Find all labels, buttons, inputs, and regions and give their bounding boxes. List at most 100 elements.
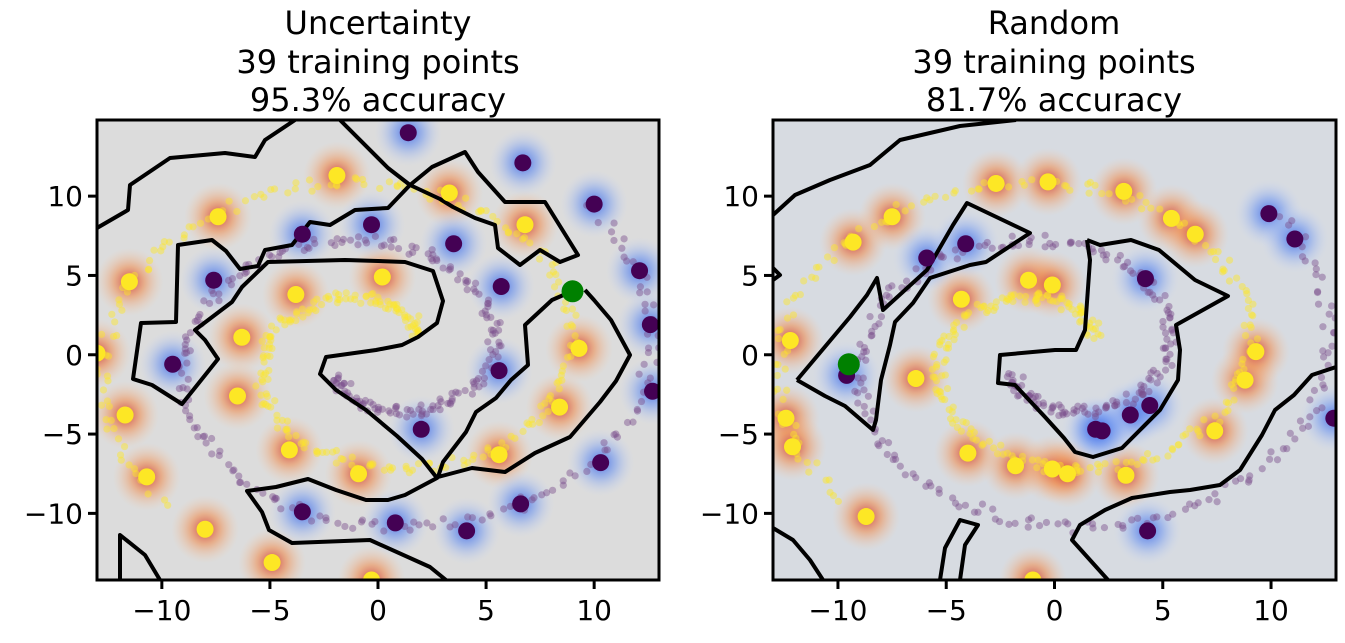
pool-point <box>790 430 798 439</box>
pool-point <box>1049 402 1057 410</box>
pool-point <box>1119 524 1127 532</box>
pool-point <box>332 446 341 455</box>
pool-point <box>332 289 340 297</box>
training-point-yellow <box>551 398 569 416</box>
pool-point <box>371 232 379 240</box>
pool-point <box>1320 353 1328 361</box>
pool-point <box>98 401 106 409</box>
pool-point <box>1003 295 1011 303</box>
pool-point <box>992 298 1000 306</box>
pool-point <box>454 389 462 397</box>
pool-point <box>233 207 241 216</box>
pool-point <box>1035 521 1044 530</box>
pool-point <box>1046 296 1054 304</box>
pool-point <box>1122 390 1130 398</box>
pool-point <box>538 491 546 499</box>
pool-point <box>932 386 940 394</box>
pool-point <box>333 235 341 243</box>
pool-point <box>944 340 953 348</box>
pool-point <box>963 311 971 319</box>
pool-point <box>1129 269 1137 277</box>
pool-point <box>319 448 327 457</box>
pool-point <box>539 412 547 420</box>
pool-point <box>1153 369 1161 378</box>
pool-point <box>460 461 468 469</box>
pool-point <box>1098 189 1106 198</box>
training-point-purple <box>293 503 311 521</box>
training-point-yellow <box>120 273 138 291</box>
y-tick-label: 10 <box>47 180 83 213</box>
pool-point <box>205 299 214 308</box>
pool-point <box>901 207 909 215</box>
pool-point <box>995 517 1004 526</box>
pool-point <box>261 369 270 377</box>
pool-point <box>1218 268 1227 276</box>
pool-point <box>974 508 982 516</box>
pool-point <box>938 336 946 345</box>
pool-point <box>335 371 343 379</box>
pool-point <box>1247 323 1255 332</box>
pool-point <box>974 185 982 193</box>
pool-point <box>1072 462 1080 470</box>
pool-point <box>260 358 268 366</box>
pool-point <box>104 352 113 360</box>
pool-point <box>236 478 245 486</box>
panel-title-line3: 95.3% accuracy <box>250 81 506 119</box>
pool-point <box>351 295 359 304</box>
training-point-yellow <box>1162 209 1180 227</box>
pool-point <box>1011 519 1019 527</box>
pool-point <box>415 312 423 320</box>
pool-point <box>571 332 579 340</box>
training-point-purple <box>399 124 417 142</box>
pool-point <box>912 265 920 273</box>
pool-point <box>393 300 401 309</box>
pool-point <box>1094 330 1102 338</box>
training-point-yellow <box>328 167 346 185</box>
pool-point <box>1044 291 1052 300</box>
pool-point <box>1180 219 1189 227</box>
y-tick-label: 5 <box>65 259 83 292</box>
pool-point <box>273 416 281 424</box>
training-point-yellow <box>229 387 246 405</box>
pool-point <box>901 471 909 479</box>
pool-point <box>813 459 821 467</box>
pool-point <box>1066 239 1074 248</box>
pool-point <box>1111 402 1119 410</box>
pool-point <box>292 431 300 440</box>
pool-point <box>1164 309 1172 317</box>
class-probability-glow <box>998 546 1067 580</box>
pool-point <box>1159 317 1167 326</box>
pool-point <box>265 366 273 375</box>
pool-point <box>629 258 637 266</box>
pool-point <box>228 274 237 283</box>
pool-point <box>528 420 537 428</box>
pool-point <box>384 297 392 305</box>
pool-point <box>293 310 301 318</box>
pool-point <box>330 376 338 385</box>
pool-point <box>1162 344 1170 352</box>
pool-point <box>385 178 393 186</box>
pool-point <box>1057 403 1065 412</box>
pool-point <box>265 344 273 352</box>
pool-point <box>1164 513 1172 522</box>
pool-point <box>936 341 944 349</box>
pool-point <box>491 347 500 356</box>
pool-point <box>633 405 641 414</box>
pool-point <box>955 503 963 511</box>
pool-point <box>860 386 868 394</box>
pool-point <box>871 322 879 331</box>
pool-point <box>558 376 566 384</box>
pool-point <box>989 505 997 513</box>
pool-point <box>183 385 191 393</box>
pool-point <box>829 492 838 500</box>
pool-point <box>569 322 577 331</box>
pool-point <box>1035 289 1043 297</box>
pool-point <box>312 447 321 455</box>
training-point-purple <box>1121 406 1139 424</box>
pool-point <box>983 238 991 247</box>
pool-point <box>277 316 285 324</box>
x-tick-label: −5 <box>249 594 290 627</box>
pool-point <box>354 233 363 241</box>
pool-point <box>889 455 897 464</box>
pool-point <box>1213 498 1221 506</box>
